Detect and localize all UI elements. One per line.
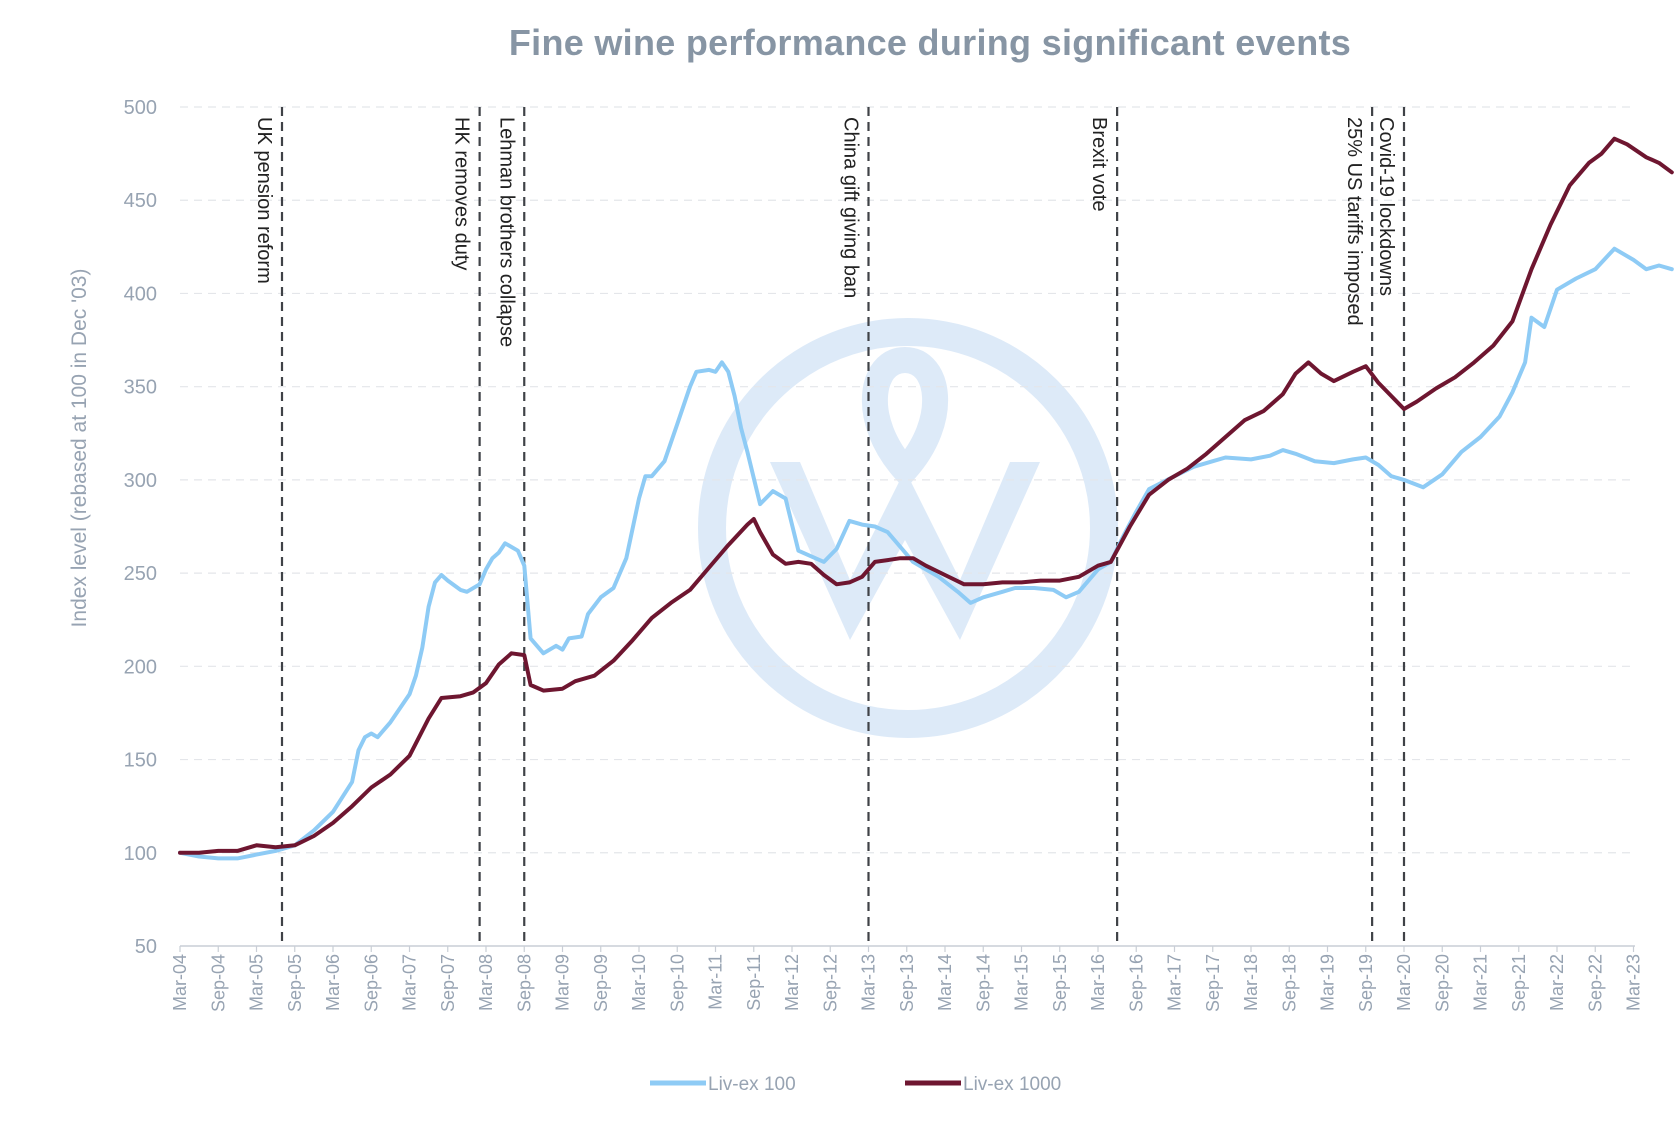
x-tick-label: Mar-18 (1241, 954, 1261, 1011)
x-tick-label: Mar-04 (170, 954, 190, 1011)
x-tick-label: Mar-21 (1471, 954, 1491, 1011)
x-tick-label: Mar-17 (1165, 954, 1185, 1011)
x-tick-label: Sep-10 (667, 954, 687, 1012)
x-tick-label: Sep-16 (1126, 954, 1146, 1012)
y-tick-label: 400 (124, 283, 157, 305)
x-tick-label: Mar-22 (1547, 954, 1567, 1011)
y-tick-label: 50 (135, 936, 157, 958)
x-tick-label: Mar-12 (782, 954, 802, 1011)
x-tick-label: Mar-10 (629, 954, 649, 1011)
x-tick-label: Sep-19 (1356, 954, 1376, 1012)
y-tick-label: 150 (124, 750, 157, 772)
x-tick-label: Sep-11 (744, 954, 764, 1011)
x-tick-label: Sep-06 (361, 954, 381, 1012)
watermark-logo (698, 318, 1118, 738)
event-label: Brexit vote (1088, 117, 1110, 211)
y-tick-label: 100 (124, 843, 157, 865)
x-tick-label: Sep-07 (438, 954, 458, 1012)
y-tick-label: 350 (124, 377, 157, 399)
chart-title: Fine wine performance during significant… (508, 22, 1352, 63)
x-tick-label: Mar-14 (935, 954, 955, 1011)
y-tick-label: 250 (124, 563, 157, 585)
x-tick-label: Sep-04 (208, 954, 228, 1012)
x-tick-label: Mar-23 (1624, 954, 1644, 1011)
y-tick-label: 500 (124, 97, 157, 119)
x-tick-label: Sep-17 (1203, 954, 1223, 1012)
x-tick-label: Sep-18 (1279, 954, 1299, 1012)
event-label: China gift giving ban (840, 117, 862, 298)
event-label: HK removes duty (451, 117, 473, 270)
legend-label: Liv-ex 100 (708, 1074, 796, 1095)
x-tick-label: Sep-08 (514, 954, 534, 1012)
y-axis-label: Index level (rebased at 100 in Dec '03) (68, 269, 91, 628)
event-label: Covid-19 lockdowns (1375, 117, 1397, 296)
x-tick-label: Mar-09 (553, 954, 573, 1011)
x-tick-label: Sep-13 (897, 954, 917, 1012)
event-label: UK pension reform (253, 117, 275, 284)
legend-label: Liv-ex 1000 (963, 1074, 1061, 1095)
x-tick-label: Mar-08 (476, 954, 496, 1011)
x-tick-label: Mar-06 (323, 954, 343, 1011)
x-tick-label: Mar-05 (247, 954, 267, 1011)
x-tick-label: Mar-16 (1088, 954, 1108, 1011)
event-label: Lehman brothers collapse (495, 117, 517, 347)
legend: Liv-ex 100 Liv-ex 1000 (650, 1074, 1061, 1095)
x-tick-label: Sep-14 (973, 954, 993, 1012)
x-tick-label: Mar-20 (1394, 954, 1414, 1011)
series-line (178, 136, 1674, 855)
x-tick-label: Mar-19 (1318, 954, 1338, 1011)
x-tick-label: Sep-21 (1509, 954, 1529, 1012)
x-tick-label: Sep-15 (1050, 954, 1070, 1012)
x-tick-label: Sep-12 (820, 954, 840, 1012)
x-tick-label: Mar-11 (706, 954, 726, 1010)
x-tick-label: Sep-09 (591, 954, 611, 1012)
x-tick-label: Mar-15 (1012, 954, 1032, 1011)
x-tick-label: Mar-13 (859, 954, 879, 1011)
y-tick-label: 450 (124, 190, 157, 212)
y-tick-label: 200 (124, 656, 157, 678)
x-tick-label: Mar-07 (400, 954, 420, 1011)
x-tick-label: Sep-22 (1585, 954, 1605, 1012)
y-tick-label: 300 (124, 470, 157, 492)
x-tick-label: Sep-05 (285, 954, 305, 1012)
series-line (178, 246, 1674, 861)
x-tick-label: Sep-20 (1432, 954, 1452, 1012)
event-label: 25% US tariffs imposed (1343, 117, 1365, 326)
